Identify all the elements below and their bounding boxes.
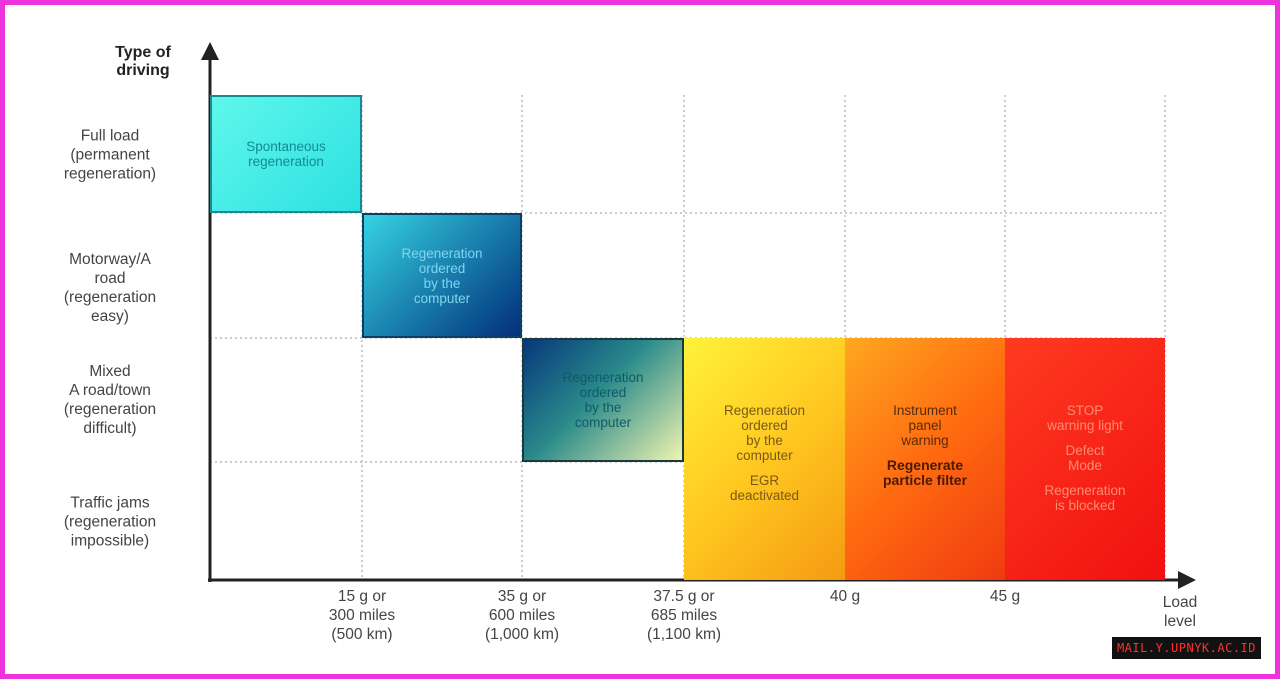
box-paragraph: Defect Mode <box>1065 443 1104 473</box>
box-line: Regenerate <box>886 457 964 473</box>
label-line: A road/town <box>69 382 151 399</box>
box-line: by the <box>746 433 783 448</box>
row-label: Traffic jams (regeneration impossible) <box>64 494 156 551</box>
box-line: ordered <box>579 385 627 400</box>
box-line: deactivated <box>729 488 800 503</box>
label-line: 45 g <box>989 588 1021 605</box>
label-line: Full load <box>80 127 140 145</box>
label-line: 300 miles <box>328 607 396 624</box>
y-arrow <box>201 42 219 60</box>
box-paragraph: Regenerate particle filter <box>883 458 967 488</box>
box-line: by the <box>584 400 622 415</box>
row-label: Motorway/A road (regeneration easy) <box>64 250 156 326</box>
box-line: Instrument <box>893 403 957 418</box>
box-line: Regeneration <box>723 403 806 418</box>
label-line: (permanent <box>70 146 150 164</box>
box-paragraph: Regeneration ordered by the computer <box>724 403 805 463</box>
box-paragraph: Spontaneous regeneration <box>246 139 326 169</box>
box-line: ordered <box>418 260 466 276</box>
box-line: ordered <box>741 418 788 433</box>
label-line: easy) <box>91 308 129 325</box>
stage-box: Instrument panel warning Regenerate particle… <box>845 338 1005 580</box>
x-tick-label: 35 g or 600 miles (1,000 km) <box>485 587 559 644</box>
box-line: Regeneration <box>401 245 483 261</box>
label-line: road <box>94 270 126 287</box>
label-line: Traffic jams <box>70 494 150 512</box>
box-line: warning light <box>1047 418 1123 433</box>
watermark: MAIL.Y.UPNYK.AC.ID <box>1111 637 1261 659</box>
x-tick-label: 37.5 g or 685 miles (1,100 km) <box>647 587 721 644</box>
row-label: Full load (permanent regeneration) <box>64 127 156 184</box>
label-line: (500 km) <box>331 626 393 643</box>
x-axis-title: Load level <box>1163 593 1197 631</box>
box-line: panel <box>908 418 942 433</box>
x-tick-label: 40 g <box>830 587 860 606</box>
label-line: 600 miles <box>488 607 556 624</box>
box-line: is blocked <box>1054 498 1116 513</box>
label-line: (regeneration <box>63 401 157 418</box>
label-line: (regeneration <box>63 513 157 531</box>
box-line: Mode <box>1068 458 1102 473</box>
stage-box: Regeneration ordered by the computer <box>362 213 522 338</box>
box-line: Regeneration <box>562 370 644 385</box>
box-line: by the <box>423 275 461 291</box>
box-paragraph: Instrument panel warning <box>893 403 957 448</box>
box-line: regeneration <box>248 154 324 169</box>
box-line: STOP <box>1066 403 1104 418</box>
x-tick-label: 45 g <box>990 587 1020 606</box>
label-line: 40 g <box>829 588 861 605</box>
box-paragraph: Regeneration ordered by the computer <box>401 246 482 306</box>
title-line: driving <box>116 62 170 79</box>
label-line: Mixed <box>89 363 131 380</box>
y-axis-title: Type of driving <box>115 44 171 80</box>
row-label: Mixed A road/town (regeneration difficult) <box>64 362 156 438</box>
label-line: Motorway/A <box>69 251 151 268</box>
box-line: computer <box>574 415 632 430</box>
box-line: Defect <box>1065 443 1105 458</box>
box-paragraph: STOP warning light <box>1047 403 1123 433</box>
label-line: impossible) <box>70 532 150 550</box>
title-line: level <box>1164 613 1196 630</box>
box-line: Spontaneous <box>246 139 326 154</box>
title-line: Load <box>1162 594 1198 611</box>
stage-box: Regeneration ordered by the computer EGR deac… <box>684 338 845 580</box>
box-paragraph: EGR deactivated <box>730 473 799 503</box>
box-line: computer <box>413 290 471 306</box>
box-paragraph: Regeneration is blocked <box>1044 483 1125 513</box>
label-line: (1,100 km) <box>646 626 722 643</box>
box-line: EGR <box>749 473 780 488</box>
stage-box: STOP warning light Defect Mode Regeneration i… <box>1005 338 1165 580</box>
label-line: 15 g or <box>337 588 387 605</box>
box-paragraph: Regeneration ordered by the computer <box>562 370 643 430</box>
label-line: 685 miles <box>650 607 718 624</box>
box-line: computer <box>736 448 793 463</box>
box-line: warning <box>901 433 949 448</box>
x-tick-label: 15 g or 300 miles (500 km) <box>329 587 395 644</box>
stage-box: Spontaneous regeneration <box>210 95 362 213</box>
label-line: regeneration) <box>63 165 157 183</box>
box-line: particle filter <box>882 472 968 488</box>
stage-box: Regeneration ordered by the computer <box>522 338 684 462</box>
label-line: 37.5 g or <box>653 588 715 605</box>
box-line: Regeneration <box>1044 483 1126 498</box>
label-line: difficult) <box>83 420 137 437</box>
label-line: (regeneration <box>63 289 157 306</box>
title-line: Type of <box>115 44 171 61</box>
x-arrow <box>1178 571 1196 589</box>
label-line: (1,000 km) <box>484 626 560 643</box>
label-line: 35 g or <box>497 588 547 605</box>
